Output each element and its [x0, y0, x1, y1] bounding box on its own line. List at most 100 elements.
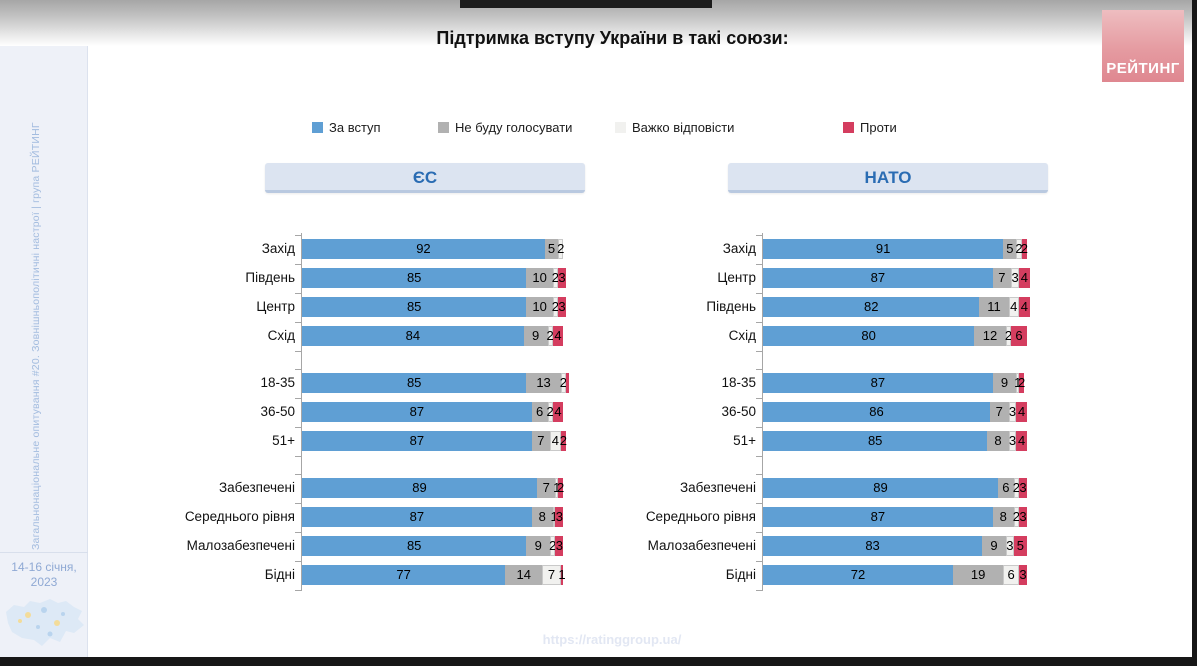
- value-label: 4: [1018, 404, 1026, 419]
- category-label: Центр: [717, 270, 756, 285]
- chart-row: Малозабезпечені 85 9 2 3: [130, 536, 580, 556]
- chart-row: Центр 85 10 2 3: [130, 297, 580, 317]
- axis-tick: [756, 455, 762, 457]
- bar-segment-za-vstup: 72: [763, 565, 954, 585]
- chart-row: Забезпечені 89 7 1 2: [130, 478, 580, 498]
- bar-segment-proty: 3: [1019, 507, 1027, 527]
- bar-segment-proty: 5: [1013, 536, 1027, 556]
- axis-tick: [295, 531, 301, 533]
- axis-tick: [756, 502, 762, 504]
- value-label: 87: [870, 375, 886, 390]
- value-label: 8: [999, 509, 1007, 524]
- chart-row: 51+ 87 7 4 2: [130, 431, 580, 451]
- survey-date-line1: 14-16 січня,: [11, 560, 77, 574]
- bar-segment-proty: 4: [1019, 268, 1030, 288]
- value-label: 87: [409, 404, 425, 419]
- bar-segment-proty: 4: [1016, 431, 1027, 451]
- survey-date-line2: 2023: [30, 575, 58, 589]
- value-label: 2: [1020, 241, 1028, 256]
- axis-tick: [295, 292, 301, 294]
- stacked-bar: 87 6 2 4: [302, 402, 564, 422]
- bar-segment-ne-budu-holosuvaty: 5: [544, 239, 559, 259]
- axis-tick: [756, 350, 762, 352]
- bar-segment-za-vstup: 87: [302, 431, 532, 451]
- value-label: 9: [534, 538, 542, 553]
- value-label: 10: [532, 270, 547, 285]
- value-label: 7: [547, 567, 556, 582]
- bar-segment-ne-budu-holosuvaty: 6: [531, 402, 548, 422]
- value-label: 87: [870, 270, 886, 285]
- legend-item-proty: Проти: [843, 119, 897, 135]
- bar-segment-za-vstup: 85: [763, 431, 988, 451]
- chart-row: Схід 80 12 2 6: [591, 326, 1041, 346]
- bar-segment-za-vstup: 87: [763, 507, 993, 527]
- chart-row: 51+ 85 8 3 4: [591, 431, 1041, 451]
- right-frame-border: [1192, 0, 1197, 666]
- bar-segment-ne-budu-holosuvaty: 13: [526, 373, 561, 393]
- stacked-bar: 80 12 2 6: [763, 326, 1027, 346]
- value-label: 7: [998, 270, 1006, 285]
- bar-segment-za-vstup: 86: [763, 402, 991, 422]
- window-top-bar: [460, 0, 712, 8]
- bar-segment-vazhko-vidpovisty: 2: [1013, 507, 1020, 527]
- ukraine-map-icon: [6, 599, 84, 646]
- bar-segment-ne-budu-holosuvaty: 9: [982, 536, 1006, 556]
- bar-segment-proty: 2: [557, 478, 564, 498]
- bar-segment-ne-budu-holosuvaty: 12: [974, 326, 1006, 346]
- page-title: Підтримка вступу України в такі союзи:: [436, 28, 789, 48]
- category-label: 51+: [733, 433, 756, 448]
- value-label: 80: [861, 328, 876, 343]
- axis-tick: [295, 397, 301, 399]
- value-label: 83: [865, 538, 880, 553]
- bar-segment-vazhko-vidpovisty: 2: [1015, 239, 1023, 259]
- value-label: 85: [406, 538, 422, 553]
- value-label: 89: [873, 480, 888, 495]
- bar-segment-vazhko-vidpovisty: 2: [557, 239, 564, 259]
- axis-tick: [756, 234, 762, 236]
- bar-segment-vazhko-vidpovisty: 2: [1013, 478, 1020, 498]
- stacked-bar: 82 11 4 4: [763, 297, 1030, 317]
- value-label: 7: [542, 480, 550, 495]
- panel-header-nato: НАТО: [728, 163, 1048, 193]
- stacked-bar: 87 7 3 4: [763, 268, 1030, 288]
- bar-segment-ne-budu-holosuvaty: 9: [523, 326, 548, 346]
- value-label: 5: [547, 241, 556, 256]
- bar-segment-proty: 4: [552, 326, 564, 346]
- bar-segment-za-vstup: 89: [302, 478, 537, 498]
- bar-segment-vazhko-vidpovisty: 2: [560, 373, 567, 393]
- value-label: 91: [875, 241, 891, 256]
- value-label: 1: [550, 509, 558, 524]
- bar-segment-za-vstup: 87: [763, 268, 993, 288]
- stacked-bar: 83 9 3 5: [763, 536, 1027, 556]
- bar-segment-proty: 3: [555, 536, 564, 556]
- value-label: 72: [850, 567, 866, 582]
- value-label: 7: [995, 404, 1003, 419]
- stacked-bar: 89 7 1 2: [302, 478, 564, 498]
- rating-logo: РЕЙТИНГ: [1102, 10, 1184, 82]
- survey-date: 14-16 січня, 2023: [0, 560, 88, 590]
- chart-row: 36-50 87 6 2 4: [130, 402, 580, 422]
- category-label: Малозабезпечені: [647, 538, 756, 553]
- value-label: 86: [869, 404, 884, 419]
- bar-segment-ne-budu-holosuvaty: 14: [505, 565, 543, 585]
- chart-row: Бідні 72 19 6 3: [591, 565, 1041, 585]
- value-label: 3: [1019, 509, 1027, 524]
- category-label: 36-50: [260, 404, 295, 419]
- stacked-bar: 85 9 2 3: [302, 536, 564, 556]
- source-url-link[interactable]: https://ratinggroup.ua/: [542, 632, 682, 647]
- legend-swatch-proty: [843, 121, 854, 133]
- axis-tick: [756, 531, 762, 533]
- axis-tick: [756, 368, 762, 370]
- category-label: 36-50: [721, 404, 756, 419]
- chart-row: 36-50 86 7 3 4: [591, 402, 1041, 422]
- chart-row: Центр 87 7 3 4: [591, 268, 1041, 288]
- value-label: 9: [532, 328, 540, 343]
- bar-segment-proty: 3: [558, 268, 566, 288]
- value-label: 87: [409, 509, 425, 524]
- rating-logo-text: РЕЙТИНГ: [1106, 60, 1180, 77]
- bar-segment-za-vstup: 92: [302, 239, 545, 259]
- axis-line: [301, 233, 302, 591]
- category-label: Захід: [722, 241, 756, 256]
- bar-segment-ne-budu-holosuvaty: 6: [997, 478, 1014, 498]
